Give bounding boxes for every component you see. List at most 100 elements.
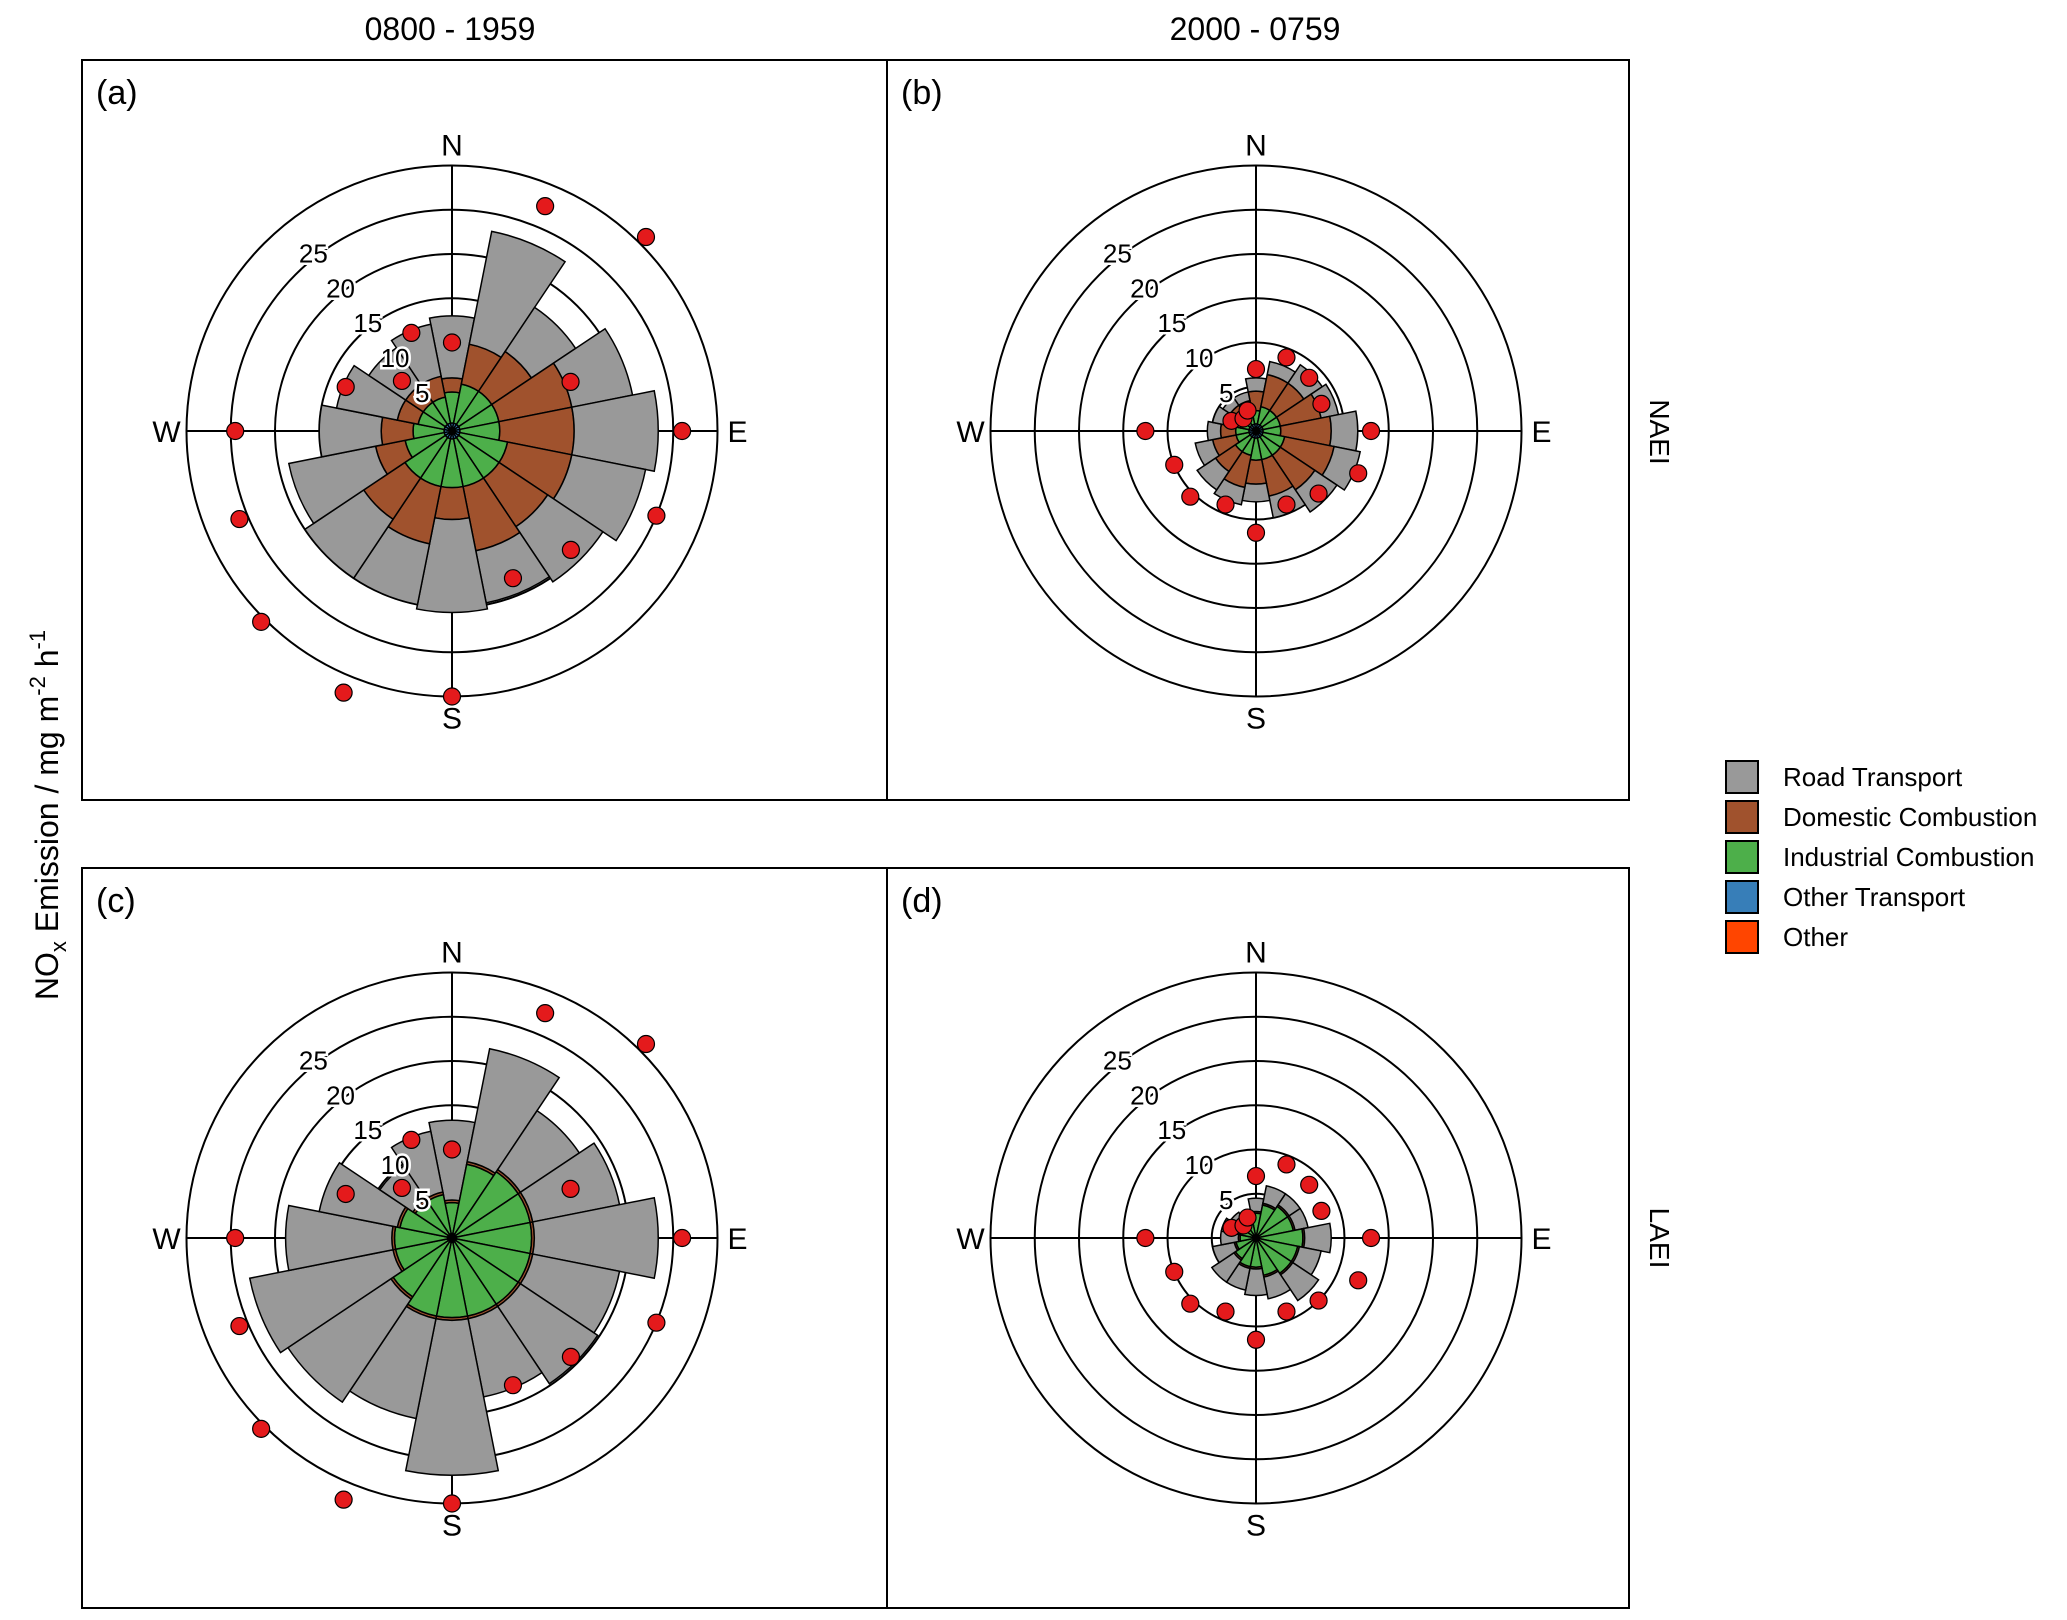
data-point [1246,359,1266,379]
panel-a: 510 15 20 25 N E S W (a) [81,59,891,801]
legend-swatch-domestic-combustion [1725,800,1759,834]
y-axis-label-sup2: -1 [25,630,50,650]
legend-label-other: Other [1783,922,1849,952]
data-point [1312,1201,1331,1221]
panel-b: 510 15 20 25 N E S W (b) [886,59,1630,801]
data-point [402,1130,421,1149]
bar-road-transport [1211,1241,1239,1264]
data-point [1165,455,1184,474]
panel-d: 510 15 20 25 N E S W (d) [886,867,1630,1609]
data-point [1246,1330,1266,1349]
bar-road-transport [570,389,659,473]
bar-road-transport [468,230,567,359]
data-point [392,1178,412,1198]
radial-tick-label: 25 [1103,1046,1132,1076]
bar-road-transport [303,488,395,580]
data-point [442,333,462,352]
radial-tick-label: 10 [1185,1150,1214,1180]
data-point [636,227,656,247]
data-point [503,1376,523,1395]
bar-road-transport [514,493,604,583]
column-title-left: 0800 - 1959 [365,11,536,47]
data-point [1300,368,1319,387]
data-point [1312,394,1331,414]
data-point [1300,1175,1319,1194]
y-axis-label-main: NO [29,952,65,1000]
bar-road-transport [284,1204,394,1272]
data-point [536,1004,555,1023]
panel-tag: (b) [901,74,943,112]
panel-tag: (a) [96,74,138,112]
compass-east: E [727,1223,747,1256]
legend-swatch-road-transport [1725,760,1759,794]
data-point [561,1179,580,1198]
panel-plot-area [989,164,1523,698]
legend-swatch-other [1725,920,1759,954]
compass-west: W [152,416,181,449]
data-point [1181,1294,1200,1313]
radial-tick-label: 5 [415,378,429,408]
compass-east: E [1531,1223,1551,1256]
data-point [1309,1291,1328,1310]
data-point [1246,523,1266,542]
bar-road-transport [1241,482,1271,503]
bar-road-transport [287,445,389,525]
data-point [442,687,462,706]
data-point [1349,1271,1368,1290]
data-point [226,421,245,441]
compass-west: W [956,1223,985,1256]
y-axis-label-sup1: -2 [25,676,50,696]
panel-tag: (d) [901,882,943,920]
bar-road-transport [1213,477,1246,506]
data-point [442,1140,462,1159]
data-point [1277,495,1296,514]
bar-road-transport [415,516,489,614]
data-point [503,569,523,588]
row-label-top: NAEI [1644,399,1675,464]
compass-north: N [441,130,463,163]
compass-east: E [727,416,747,449]
bar-road-transport [1194,438,1221,467]
legend-swatch-other-transport [1725,880,1759,914]
data-point [561,540,581,560]
data-point [1277,348,1296,367]
data-point [647,1313,666,1332]
bar-road-transport [1243,1267,1269,1297]
radial-tick-label: 10 [381,1150,410,1180]
data-point [334,1490,353,1509]
radial-tick-label: 15 [353,1115,382,1145]
compass-west: W [152,1223,181,1256]
data-point [647,506,666,525]
radial-tick-label: 20 [326,1080,355,1110]
data-point [230,509,249,529]
bar-road-transport [390,323,443,386]
radial-tick-label: 25 [299,239,328,269]
column-title-right: 2000 - 0759 [1170,11,1341,47]
radial-tick-label: 5 [415,1185,429,1215]
data-point [336,1184,355,1204]
bar-road-transport [1262,1270,1292,1300]
y-axis-label-mid: h [29,649,65,676]
bar-road-transport [390,1130,444,1201]
bar-road-transport [1279,1261,1320,1302]
bar-road-transport [1244,377,1268,393]
radial-tick-label: 5 [1219,1185,1233,1215]
legend-item-industrial-combustion: Industrial Combustion [1725,838,2065,878]
radial-tick-label: 15 [1157,1115,1186,1145]
compass-north: N [441,937,463,970]
bar-road-transport [318,1161,407,1229]
panel-tag: (c) [96,882,136,920]
row-label-bottom: LAEI [1644,1208,1675,1269]
bar-road-transport [531,1196,659,1280]
compass-north: N [1245,130,1267,163]
data-point [1165,1262,1184,1281]
compass-east: E [1531,416,1551,449]
radial-tick-label: 20 [326,273,355,303]
panel-plot-area [185,971,719,1513]
data-point [1309,484,1328,503]
radial-tick-label: 5 [1219,378,1233,408]
compass-south: S [442,703,462,736]
compass-south: S [1246,1510,1266,1543]
data-point [536,197,555,216]
radial-tick-label: 20 [1130,273,1159,303]
